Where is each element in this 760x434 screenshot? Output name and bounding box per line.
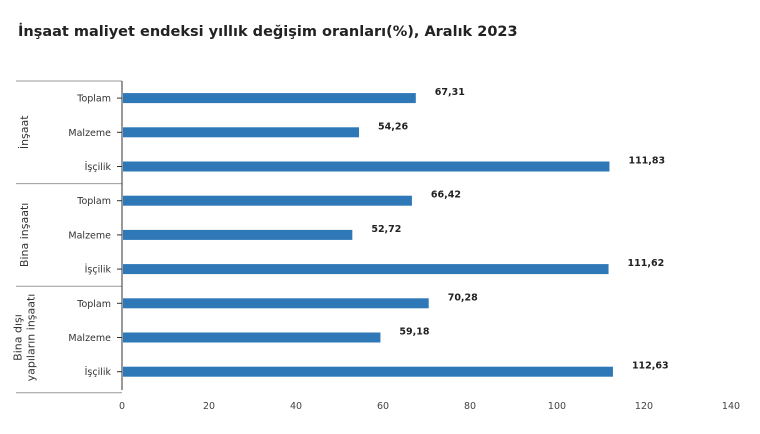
category-label: Malzeme: [68, 333, 111, 344]
category-label: İşçilik: [85, 162, 112, 173]
data-label: 52,72: [371, 224, 401, 235]
category-label: İşçilik: [85, 265, 112, 276]
x-tick-label: 120: [635, 401, 653, 412]
group-label: Bina dışı: [12, 314, 25, 361]
bar: [123, 229, 353, 240]
bar: [123, 298, 429, 309]
group-label: İnşaat: [18, 115, 31, 149]
data-label: 67,31: [435, 87, 465, 98]
group-label: Bina inşaatı: [18, 203, 31, 267]
x-tick-label: 0: [119, 401, 125, 412]
group-label: yapıların inşaatı: [25, 294, 38, 382]
x-tick-label: 60: [377, 401, 389, 412]
x-tick-label: 140: [722, 401, 740, 412]
data-label: 70,28: [448, 292, 478, 303]
category-label: İşçilik: [85, 367, 112, 378]
bars-layer: [123, 93, 613, 377]
bar: [123, 127, 360, 138]
chart-title: İnşaat maliyet endeksi yıllık değişim or…: [18, 24, 518, 40]
bar: [123, 161, 610, 172]
category-label: Toplam: [76, 196, 111, 207]
bar: [123, 195, 412, 206]
x-tick-label: 80: [464, 401, 476, 412]
data-label: 112,63: [632, 361, 669, 372]
bar: [123, 366, 613, 377]
bar: [123, 264, 609, 275]
labels-layer: Toplam 67,31 Malzeme 54,26 İşçilik 111,83 İnşa…: [12, 87, 669, 381]
bar: [123, 93, 416, 104]
data-label: 66,42: [431, 190, 461, 201]
category-label: Malzeme: [68, 128, 111, 139]
category-label: Toplam: [76, 299, 111, 310]
bar: [123, 332, 381, 343]
category-label: Malzeme: [68, 230, 111, 241]
data-label: 59,18: [399, 327, 429, 338]
data-label: 54,26: [378, 121, 408, 132]
x-tick-label: 100: [548, 401, 566, 412]
data-label: 111,62: [628, 258, 665, 269]
x-tick-label: 40: [290, 401, 302, 412]
x-tick-label: 20: [203, 401, 215, 412]
category-label: Toplam: [76, 94, 111, 105]
data-label: 111,83: [628, 156, 665, 167]
axis-layer: 0 20 40 60 80 100 120 140: [16, 80, 740, 412]
